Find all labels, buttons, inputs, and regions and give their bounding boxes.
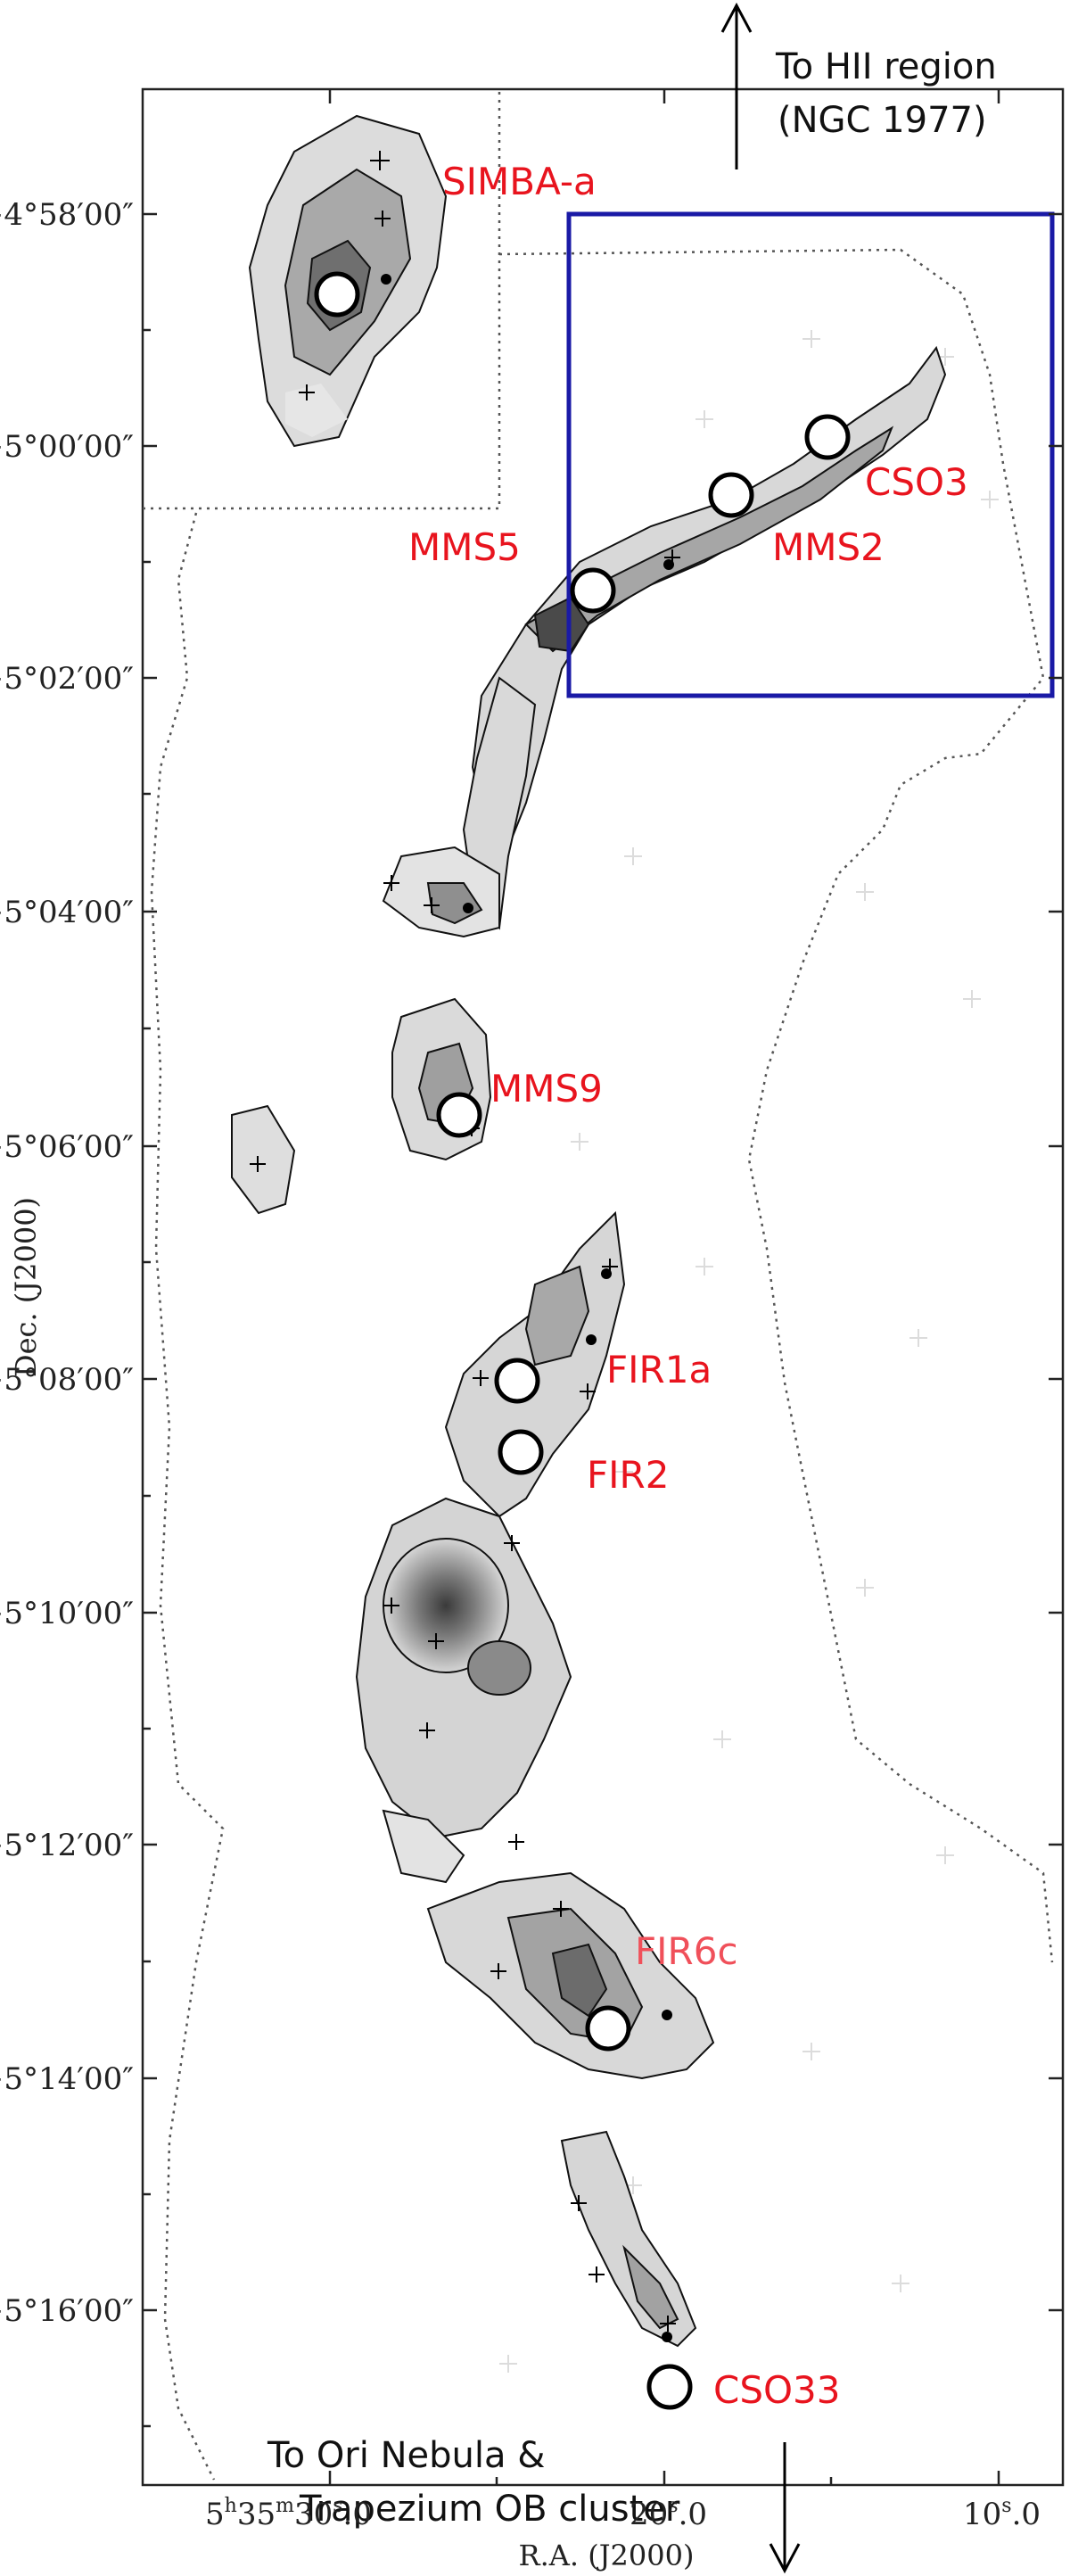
label-mms5: MMS5 bbox=[408, 525, 521, 569]
y-tick-label: −5°12′00″ bbox=[0, 1828, 134, 1863]
label-cso33: CSO33 bbox=[713, 2368, 841, 2412]
note-top-line2: (NGC 1977) bbox=[778, 100, 987, 141]
highlight-box bbox=[566, 211, 1055, 698]
y-tick-label: −5°02′00″ bbox=[0, 661, 134, 697]
marker-mms5[interactable] bbox=[570, 567, 616, 614]
y-tick-label: −5°16′00″ bbox=[0, 2293, 134, 2329]
y-tick-label: −5°14′00″ bbox=[0, 2061, 134, 2097]
source-markers bbox=[314, 271, 851, 2410]
label-mms9: MMS9 bbox=[490, 1067, 603, 1110]
marker-mms2[interactable] bbox=[708, 472, 754, 518]
x-tick-label: 20s.0 bbox=[630, 2495, 707, 2532]
label-cso3: CSO3 bbox=[865, 460, 968, 504]
label-mms2: MMS2 bbox=[772, 525, 885, 569]
marker-cso3[interactable] bbox=[804, 414, 851, 460]
coverage-boundary-right bbox=[498, 248, 1054, 1963]
y-tick-label: −5°08′00″ bbox=[0, 1362, 134, 1398]
note-bottom-line1: To Ori Nebula & bbox=[267, 2435, 545, 2476]
x-axis-title: R.A. (J2000) bbox=[519, 2539, 695, 2572]
x-tick-label: 5h35m30s.0 bbox=[205, 2495, 372, 2532]
note-bottom-line2: Trapezium OB cluster bbox=[299, 2489, 680, 2530]
label-fir1a: FIR1a bbox=[606, 1348, 712, 1391]
label-fir6c: FIR6c bbox=[635, 1929, 738, 1973]
inset-boundary bbox=[143, 89, 501, 510]
arrow-down bbox=[769, 2442, 801, 2574]
marker-fir2[interactable] bbox=[498, 1429, 544, 1475]
star-markers bbox=[381, 274, 674, 2342]
y-tick-labels: −4°58′00″ −5°00′00″ −5°02′00″ −5°04′00″ … bbox=[0, 197, 134, 2329]
y-tick-label: −5°06′00″ bbox=[0, 1129, 134, 1165]
y-tick-label: −5°10′00″ bbox=[0, 1596, 134, 1631]
y-tick-label: −4°58′00″ bbox=[0, 197, 134, 233]
marker-mms9[interactable] bbox=[436, 1092, 482, 1138]
note-top-line1: To HII region bbox=[775, 46, 997, 87]
x-tick-label: 10s.0 bbox=[963, 2495, 1041, 2532]
y-axis-title: Dec. (J2000) bbox=[9, 1197, 43, 1377]
marker-fir1a[interactable] bbox=[494, 1358, 540, 1404]
marker-simba-a[interactable] bbox=[314, 271, 360, 318]
marker-cso33[interactable] bbox=[646, 2364, 693, 2410]
tick-marks bbox=[143, 89, 1063, 2485]
y-tick-label: −5°00′00″ bbox=[0, 429, 134, 465]
label-simba-a: SIMBA-a bbox=[442, 160, 597, 203]
marker-fir6c[interactable] bbox=[585, 2005, 631, 2052]
y-tick-label: −5°04′00″ bbox=[0, 895, 134, 930]
dust-emission bbox=[231, 114, 947, 2348]
label-fir2: FIR2 bbox=[587, 1453, 669, 1497]
arrow-up bbox=[720, 2, 753, 169]
